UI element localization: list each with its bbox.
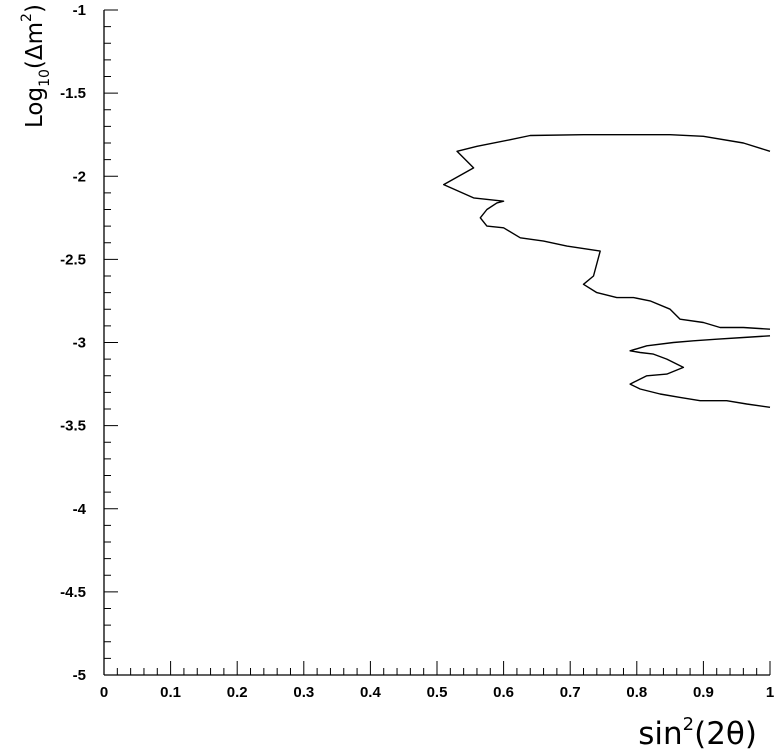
tick-labels: 0 0.1 0.2 0.3 0.4 0.5 0.6 0.7 0.8 0.9 1 -1 -1.5 -2 -2.… (60, 2, 774, 701)
y-tick-label: -4 (73, 501, 87, 518)
x-tick-label: 0.9 (693, 684, 714, 701)
y-tick-label: -3 (73, 335, 86, 352)
x-tick-label: 0 (100, 684, 108, 701)
y-tick-label: -2 (73, 168, 86, 185)
y-tick-label: -4.5 (60, 584, 86, 601)
x-tick-label: 0.1 (160, 684, 181, 701)
x-axis-title: sin2(2θ) (638, 714, 757, 749)
x-tick-label: 0.5 (427, 684, 448, 701)
x-tick-label: 0.8 (626, 684, 647, 701)
y-tick-label: -2.5 (60, 251, 86, 268)
contour-line-1 (443, 133, 771, 330)
x-tick-label: 0.4 (360, 684, 382, 701)
y-axis-title: Log10(Δm2) (19, 4, 53, 128)
tick-marks (103, 9, 771, 676)
x-tick-label: 0.2 (227, 684, 248, 701)
contour-curves (443, 133, 771, 408)
y-tick-label: -1 (73, 2, 86, 19)
x-tick-label: 0.7 (560, 684, 581, 701)
x-tick-label: 0.6 (493, 684, 514, 701)
x-tick-label: 1 (766, 684, 774, 701)
y-tick-label: -3.5 (60, 418, 86, 435)
x-tick-label: 0.3 (293, 684, 314, 701)
contour-line-2 (629, 335, 771, 408)
y-tick-label: -1.5 (60, 85, 86, 102)
y-tick-label: -5 (73, 667, 86, 684)
